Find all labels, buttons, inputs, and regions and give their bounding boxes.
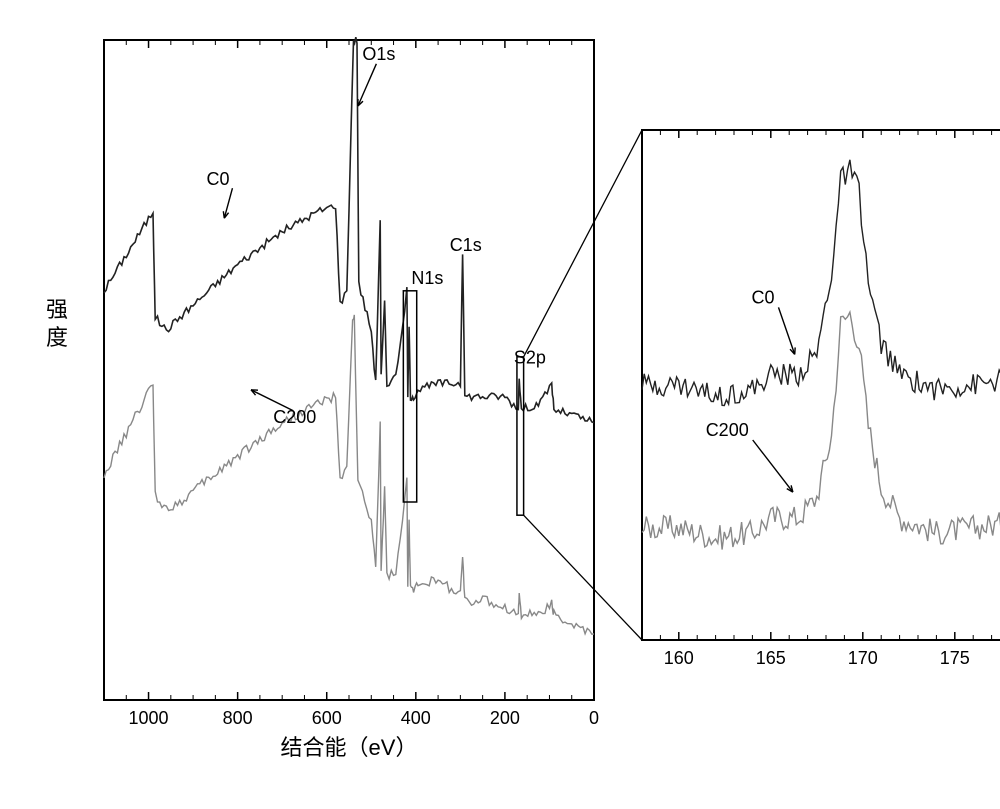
- inset-tick-label: 175: [940, 648, 970, 668]
- peak-label-n1s: N1s: [411, 268, 443, 288]
- main-tick-label: 400: [401, 708, 431, 728]
- main-tick-label: 600: [312, 708, 342, 728]
- main-tick-label: 200: [490, 708, 520, 728]
- peak-label-o1s: O1s: [362, 44, 395, 64]
- zoom-connector-top: [524, 130, 642, 357]
- y-axis-label: 度: [46, 325, 74, 350]
- zoom-connector-bottom: [524, 515, 642, 640]
- inset-tick-label: 170: [848, 648, 878, 668]
- series-label-c200: C200: [273, 407, 316, 427]
- main-tick-label: 0: [589, 708, 599, 728]
- x-axis-label: 结合能（eV）: [281, 735, 418, 760]
- highlight-box-s2p: [517, 357, 524, 515]
- xps-figure: 10008006004002000强度结合能（eV）O1sC0N1sC1sS2p…: [20, 20, 1000, 789]
- chart-container: 10008006004002000强度结合能（eV）O1sC0N1sC1sS2p…: [20, 20, 1000, 789]
- y-axis-label: 强: [46, 297, 74, 322]
- series-label-c0: C0: [206, 169, 229, 189]
- inset-tick-label: 160: [664, 648, 694, 668]
- inset-tick-label: 165: [756, 648, 786, 668]
- inset-label-c200: C200: [706, 420, 749, 440]
- main-tick-label: 800: [223, 708, 253, 728]
- inset-label-c0: C0: [751, 287, 774, 307]
- peak-label-c1s: C1s: [450, 235, 482, 255]
- main-tick-label: 1000: [129, 708, 169, 728]
